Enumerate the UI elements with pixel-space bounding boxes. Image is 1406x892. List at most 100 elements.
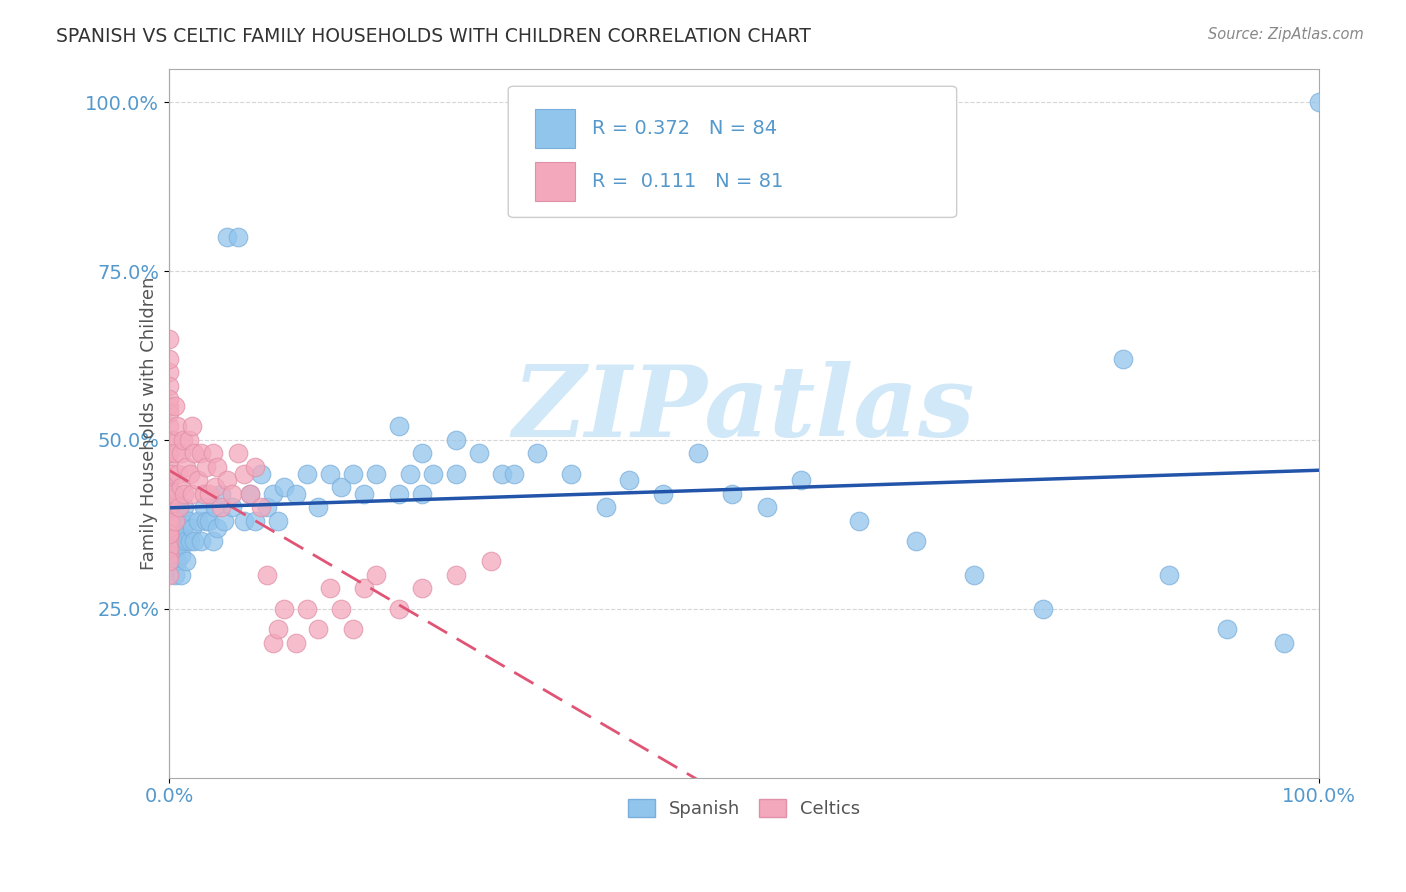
Point — [179, 534, 201, 549]
Point — [193, 500, 215, 515]
Point — [721, 487, 744, 501]
Point — [157, 514, 180, 528]
FancyBboxPatch shape — [534, 110, 575, 148]
Point — [686, 446, 709, 460]
Point — [245, 459, 267, 474]
Point — [181, 419, 204, 434]
Point — [166, 541, 188, 555]
Point — [187, 474, 209, 488]
Point — [193, 487, 215, 501]
Point — [1272, 635, 1295, 649]
Point — [157, 351, 180, 366]
Point — [157, 332, 180, 346]
Point — [173, 500, 195, 515]
Point — [166, 419, 188, 434]
Point — [256, 500, 278, 515]
Point — [215, 230, 238, 244]
Point — [399, 467, 422, 481]
Point — [232, 467, 254, 481]
Point — [273, 480, 295, 494]
Point — [212, 514, 235, 528]
Point — [250, 467, 273, 481]
Point — [157, 419, 180, 434]
Point — [169, 527, 191, 541]
Point — [198, 487, 221, 501]
Point — [1159, 568, 1181, 582]
Point — [179, 467, 201, 481]
Point — [157, 527, 180, 541]
Point — [905, 534, 928, 549]
Point — [157, 379, 180, 393]
Point — [256, 568, 278, 582]
Point — [388, 487, 411, 501]
Point — [157, 487, 180, 501]
Point — [245, 514, 267, 528]
Point — [273, 601, 295, 615]
Point — [446, 433, 468, 447]
Point — [226, 446, 249, 460]
Point — [411, 582, 433, 596]
Text: R =  0.111   N = 81: R = 0.111 N = 81 — [592, 172, 783, 192]
Point — [204, 480, 226, 494]
Point — [190, 534, 212, 549]
Point — [209, 500, 232, 515]
Point — [262, 635, 284, 649]
FancyBboxPatch shape — [534, 162, 575, 202]
Point — [790, 474, 813, 488]
Text: ZIPatlas: ZIPatlas — [513, 360, 976, 457]
Point — [187, 514, 209, 528]
Point — [167, 467, 190, 481]
Point — [166, 554, 188, 568]
Point — [295, 601, 318, 615]
Legend: Spanish, Celtics: Spanish, Celtics — [620, 791, 868, 825]
Point — [342, 622, 364, 636]
Point — [209, 487, 232, 501]
Point — [162, 467, 184, 481]
Point — [238, 487, 260, 501]
Point — [204, 500, 226, 515]
Point — [1216, 622, 1239, 636]
Point — [163, 548, 186, 562]
Point — [198, 514, 221, 528]
Point — [226, 230, 249, 244]
Point — [157, 392, 180, 407]
Point — [755, 500, 778, 515]
Point — [157, 459, 180, 474]
Point — [157, 474, 180, 488]
Point — [181, 521, 204, 535]
Point — [169, 568, 191, 582]
Point — [157, 568, 180, 582]
Point — [411, 446, 433, 460]
Text: SPANISH VS CELTIC FAMILY HOUSEHOLDS WITH CHILDREN CORRELATION CHART: SPANISH VS CELTIC FAMILY HOUSEHOLDS WITH… — [56, 27, 811, 45]
Point — [330, 480, 353, 494]
Point — [177, 433, 200, 447]
Point — [1032, 601, 1054, 615]
Point — [201, 446, 224, 460]
Point — [1308, 95, 1330, 110]
Point — [162, 487, 184, 501]
Point — [169, 446, 191, 460]
Point — [194, 459, 217, 474]
Point — [157, 500, 180, 515]
Point — [446, 568, 468, 582]
Point — [308, 500, 330, 515]
Point — [194, 514, 217, 528]
Point — [157, 365, 180, 379]
Point — [172, 433, 194, 447]
Point — [262, 487, 284, 501]
Point — [169, 534, 191, 549]
Point — [163, 487, 186, 501]
Point — [342, 467, 364, 481]
Point — [183, 534, 205, 549]
FancyBboxPatch shape — [508, 87, 956, 218]
Point — [190, 446, 212, 460]
Point — [163, 514, 186, 528]
Point — [174, 554, 197, 568]
Point — [503, 467, 526, 481]
Point — [163, 534, 186, 549]
Point — [157, 500, 180, 515]
Point — [157, 467, 180, 481]
Point — [207, 459, 229, 474]
Point — [183, 446, 205, 460]
Y-axis label: Family Households with Children: Family Households with Children — [141, 277, 157, 570]
